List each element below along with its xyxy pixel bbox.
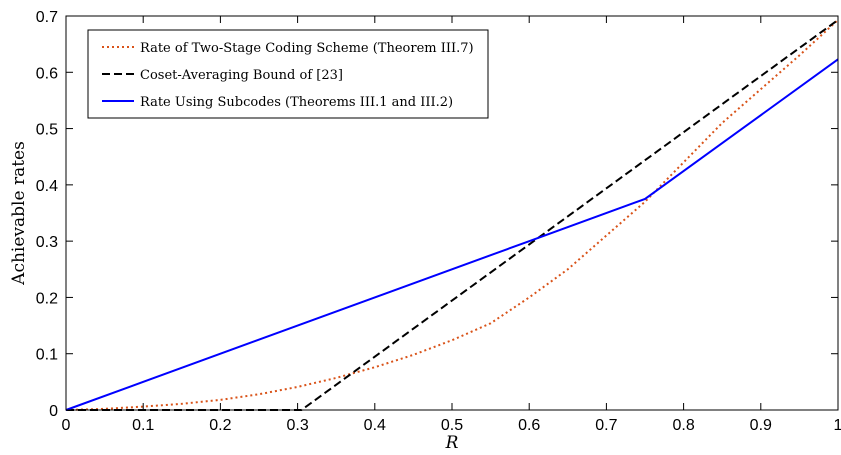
x-tick-label: 0.3 xyxy=(286,417,308,434)
x-tick-label: 0.9 xyxy=(750,417,772,434)
y-tick-label: 0.3 xyxy=(36,234,58,251)
y-tick-label: 0.4 xyxy=(36,178,58,195)
x-tick-label: 0.5 xyxy=(441,417,463,434)
x-axis: 0 0.1 0.2 0.3 0.4 0.5 0.6 0.7 0.8 0.9 1 xyxy=(62,16,841,434)
legend-box xyxy=(87,29,489,119)
x-tick-label: 0.6 xyxy=(518,417,540,434)
x-axis-label: R xyxy=(445,433,459,453)
series-line-1 xyxy=(65,19,839,411)
x-tick-label: 0.2 xyxy=(209,417,231,434)
legend-label-3: Rate Using Subcodes (Theorems III.1 and … xyxy=(140,95,453,110)
y-tick-label: 0.1 xyxy=(36,347,58,364)
y-tick-label: 0.2 xyxy=(36,290,58,307)
y-tick-label: 0.7 xyxy=(36,9,58,26)
legend: Rate of Two-Stage Coding Scheme (Theorem… xyxy=(87,29,489,119)
y-axis: 0 0.1 0.2 0.3 0.4 0.5 0.6 0.7 xyxy=(36,9,838,420)
legend-label-2: Coset-Averaging Bound of [23] xyxy=(140,68,343,83)
x-tick-label: 0 xyxy=(62,417,71,434)
series-line-3 xyxy=(65,58,839,411)
y-axis-label: Achievable rates xyxy=(9,141,29,286)
x-tick-label: 0.4 xyxy=(364,417,386,434)
x-tick-label: 0.1 xyxy=(132,417,154,434)
x-tick-label: 0.7 xyxy=(595,417,617,434)
legend-label-1: Rate of Two-Stage Coding Scheme (Theorem… xyxy=(140,41,474,56)
y-tick-label: 0.5 xyxy=(36,122,58,139)
x-tick-label: 1 xyxy=(834,417,841,434)
x-tick-label: 0.8 xyxy=(672,417,694,434)
y-tick-label: 0.6 xyxy=(36,65,58,82)
y-tick-label: 0 xyxy=(49,403,58,420)
